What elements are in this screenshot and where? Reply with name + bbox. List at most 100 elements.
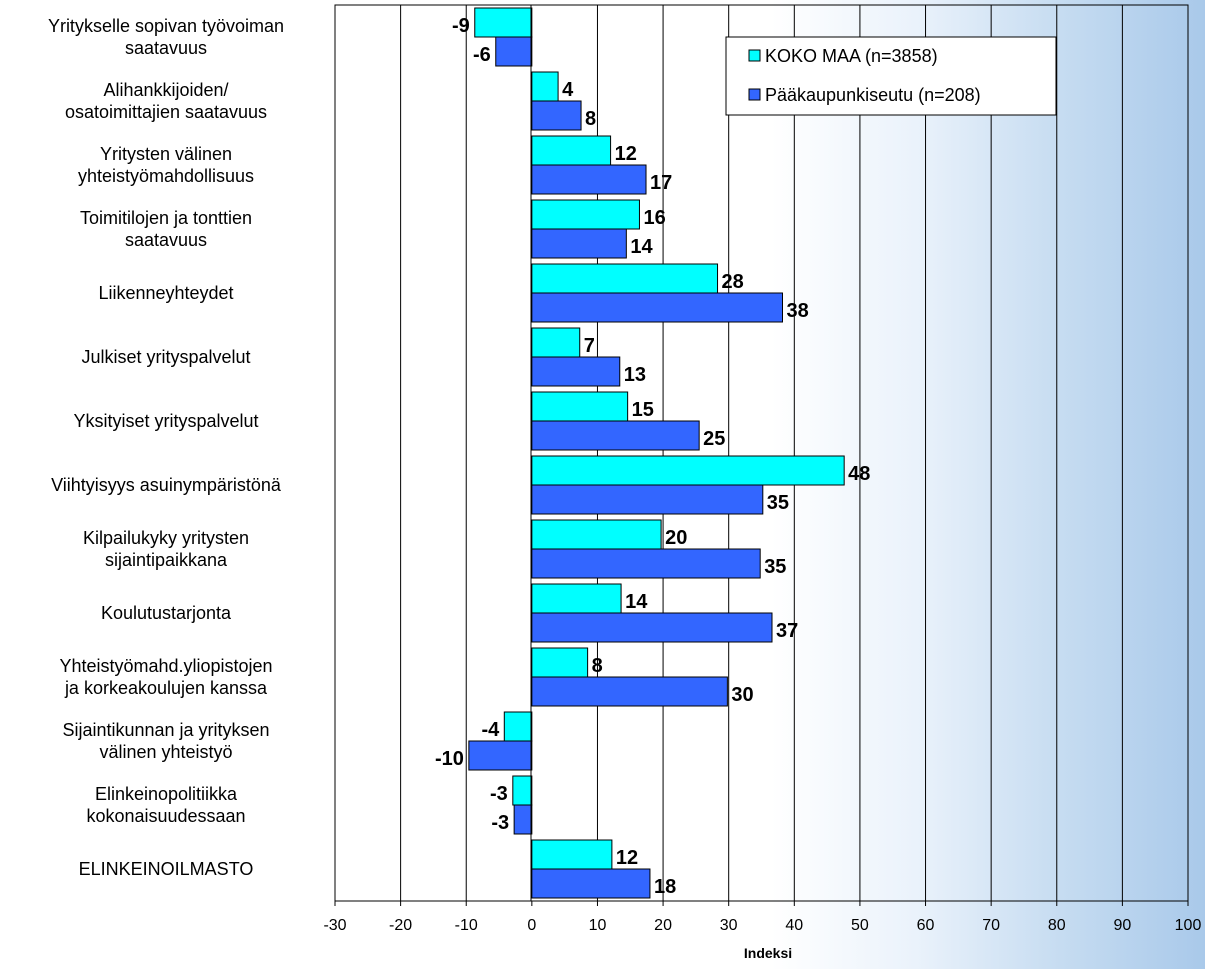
data-label: -10 [435, 748, 464, 770]
data-label: 20 [665, 527, 687, 549]
bar-paakaupunkiseutu [513, 804, 533, 835]
bars [468, 7, 845, 899]
category-label: kokonaisuudessaan [86, 806, 245, 826]
data-label: 18 [654, 876, 676, 898]
data-label: 13 [624, 364, 646, 386]
bar-paakaupunkiseutu [531, 292, 783, 323]
data-label: 38 [786, 300, 808, 322]
bar-koko-maa [531, 71, 559, 102]
bar-koko-maa [503, 711, 533, 742]
data-label: 14 [630, 236, 653, 258]
x-tick-label: 90 [1113, 917, 1131, 934]
data-label: -6 [473, 44, 491, 66]
legend-swatch-koko-maa [748, 49, 761, 62]
data-label: 30 [731, 684, 753, 706]
x-tick-label: 80 [1048, 917, 1066, 934]
data-label: 12 [616, 847, 638, 869]
data-label: 37 [776, 620, 798, 642]
category-labels: Yritykselle sopivan työvoimansaatavuusAl… [48, 16, 284, 879]
category-label: Sijaintikunnan ja yrityksen [62, 720, 269, 740]
bar-koko-maa [531, 135, 612, 166]
category-label: Liikenneyhteydet [98, 283, 233, 303]
legend-box [725, 36, 1057, 116]
bar-paakaupunkiseutu [531, 612, 773, 643]
x-tick-label: 100 [1175, 917, 1202, 934]
data-label: 28 [722, 271, 744, 293]
bar-paakaupunkiseutu [531, 484, 764, 515]
data-label: -3 [490, 783, 508, 805]
category-label: Toimitilojen ja tonttien [80, 208, 252, 228]
data-label: 25 [703, 428, 725, 450]
data-label: 8 [585, 108, 596, 130]
bar-paakaupunkiseutu [531, 868, 651, 899]
x-tick-label: 70 [982, 917, 1000, 934]
legend: KOKO MAA (n=3858) Pääkaupunkiseutu (n=20… [725, 36, 1057, 116]
x-tick-label: 50 [851, 917, 869, 934]
x-tick-label: 40 [785, 917, 803, 934]
bar-koko-maa [531, 391, 629, 422]
x-tick-label: 60 [917, 917, 935, 934]
grid-lines [400, 5, 1123, 901]
data-label: 35 [764, 556, 786, 578]
legend-swatch-paakaupunkiseutu [748, 88, 761, 101]
x-tick-label: -20 [389, 917, 412, 934]
bar-koko-maa [531, 455, 845, 486]
bar-paakaupunkiseutu [531, 420, 700, 451]
bar-paakaupunkiseutu [495, 36, 533, 67]
bar-koko-maa [531, 583, 622, 614]
bar-koko-maa [531, 519, 662, 550]
data-label: -9 [452, 15, 470, 37]
data-label: 8 [592, 655, 603, 677]
bar-paakaupunkiseutu [531, 164, 647, 195]
x-axis-title: Indeksi [744, 945, 792, 961]
x-tick-labels: -30 -20 -10 0 10 20 30 40 50 60 70 80 90 100 [323, 901, 1201, 934]
category-label: Julkiset yrityspalvelut [81, 347, 250, 367]
x-tick-label: 30 [720, 917, 738, 934]
data-label: 7 [584, 335, 595, 357]
category-label: sijaintipaikkana [105, 550, 228, 570]
data-label: -4 [481, 719, 500, 741]
data-label: 15 [632, 399, 654, 421]
bar-paakaupunkiseutu [531, 356, 621, 387]
data-label: 35 [767, 492, 789, 514]
legend-label-paakaupunkiseutu: Pääkaupunkiseutu (n=208) [765, 85, 981, 105]
data-label: 4 [562, 79, 574, 101]
bar-koko-maa [474, 7, 533, 38]
bar-paakaupunkiseutu [531, 676, 728, 707]
data-label: 12 [615, 143, 637, 165]
bar-koko-maa [512, 775, 533, 806]
data-label: 14 [625, 591, 648, 613]
bar-koko-maa [531, 647, 589, 678]
category-label: Kilpailukyky yritysten [83, 528, 249, 548]
data-label: 48 [848, 463, 870, 485]
category-label: ELINKEINOILMASTO [79, 859, 254, 879]
category-label: Elinkeinopolitiikka [95, 784, 238, 804]
plot-area [334, 4, 1189, 902]
category-label: saatavuus [125, 38, 207, 58]
data-labels: -9 4 12 16 28 7 15 48 20 14 8 -4 -3 12 -6 8 17 14 38 13 25 35… [435, 15, 870, 898]
data-label: 16 [643, 207, 665, 229]
category-label: Yritysten välinen [100, 144, 232, 164]
bar-koko-maa [531, 839, 613, 870]
x-tick-label: 10 [589, 917, 607, 934]
bar-koko-maa [531, 263, 719, 294]
x-tick-label: -30 [323, 917, 346, 934]
x-tick-label: -10 [455, 917, 478, 934]
bar-koko-maa [531, 199, 640, 230]
x-tick-label: 20 [654, 917, 672, 934]
category-label: saatavuus [125, 230, 207, 250]
category-label: ja korkeakoulujen kanssa [64, 678, 268, 698]
category-label: Yhteistyömahd.yliopistojen [59, 656, 272, 676]
x-tick-label: 0 [527, 917, 536, 934]
category-label: Alihankkijoiden/ [103, 80, 228, 100]
bar-paakaupunkiseutu [468, 740, 533, 771]
legend-label-koko-maa: KOKO MAA (n=3858) [765, 46, 938, 66]
bar-koko-maa [531, 327, 581, 358]
data-label: 17 [650, 172, 672, 194]
bar-paakaupunkiseutu [531, 548, 761, 579]
category-label: yhteistyömahdollisuus [78, 166, 254, 186]
category-label: Viihtyisyys asuinympäristönä [51, 475, 282, 495]
category-label: Yksityiset yrityspalvelut [73, 411, 258, 431]
